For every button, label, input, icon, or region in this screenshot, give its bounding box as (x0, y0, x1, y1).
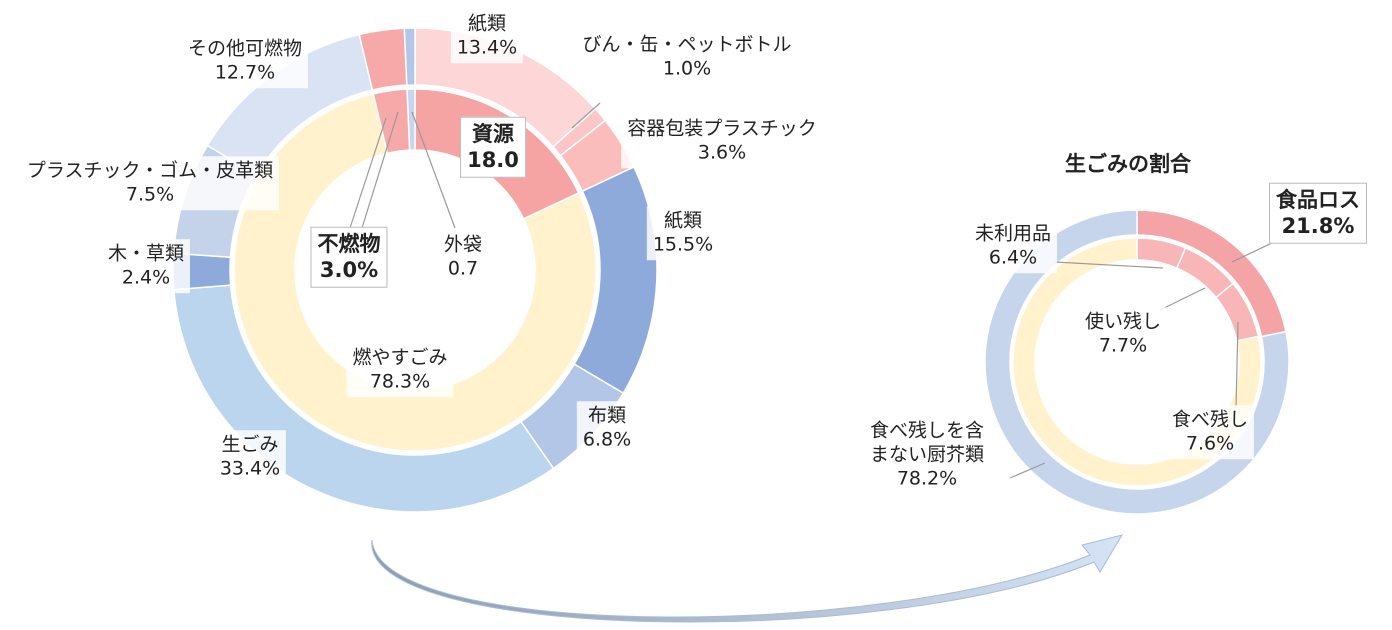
value-label: 7.5% (125, 183, 175, 205)
category-label: 食べ残し (1171, 408, 1249, 431)
data-label: びん・缶・ペットボトル 1.0% (576, 30, 798, 84)
data-label: 資源 18.0 (460, 116, 526, 178)
data-label: 生ごみ 33.4% (213, 430, 287, 484)
data-label: 燃やすごみ 78.3% (346, 343, 454, 397)
data-label: 木・草類 2.4% (101, 239, 191, 293)
value-label: 78.2% (896, 466, 958, 489)
value-label: 6.8% (582, 428, 632, 450)
data-label: プラスチック・ゴム・皮革類 7.5% (20, 156, 280, 210)
chart-title: 生ごみの割合 (1065, 152, 1191, 176)
data-label: 紙類 15.5% (646, 206, 720, 260)
category-label: 未利用品 (974, 222, 1052, 245)
value-label: 13.4% (456, 36, 518, 58)
value-label: 15.5% (652, 233, 714, 255)
donut-segment (403, 27, 416, 86)
category-label: 布類 (587, 404, 626, 427)
donut-segment (406, 88, 416, 151)
data-label: 容器包装プラスチック 3.6% (621, 114, 823, 168)
value-label: 6.4% (988, 246, 1038, 268)
value-label: 21.8% (1281, 214, 1355, 238)
data-label: 使い残し 7.7% (1078, 307, 1168, 361)
donut-segment (1012, 237, 1262, 487)
category-label: 資源 (471, 121, 514, 146)
data-label: 布類 6.8% (576, 401, 638, 455)
category-label: 紙類 (663, 209, 703, 232)
category-label: 食品ロス (1276, 187, 1360, 212)
data-label: 食べ残しを含まない厨芥類 78.2% (858, 416, 996, 494)
category-label: 燃やすごみ (352, 346, 448, 369)
data-label: その他可燃物 12.7% (181, 34, 309, 88)
category-label: 生ごみ (221, 433, 279, 456)
category-label: 使い残し (1084, 310, 1162, 333)
data-label: 食べ残し 7.6% (1165, 405, 1255, 459)
value-label: 78.3% (369, 370, 431, 392)
donut-segment (984, 209, 1290, 515)
value-label: 7.7% (1098, 334, 1148, 356)
category-label: 食べ残しを含まない厨芥類 (869, 419, 984, 466)
category-label: プラスチック・ゴム・皮革類 (26, 159, 274, 182)
category-label: 外袋 (443, 233, 483, 256)
value-label: 33.4% (219, 457, 281, 479)
value-label: 2.4% (121, 266, 171, 288)
value-label: 3.6% (697, 141, 747, 163)
value-label: 7.6% (1185, 432, 1235, 454)
data-label: 外袋 0.7 (437, 230, 489, 284)
category-label: 紙類 (467, 12, 507, 35)
category-label: 木・草類 (107, 242, 185, 265)
category-label: びん・缶・ペットボトル (582, 33, 792, 56)
value-label: 18.0 (467, 148, 519, 172)
value-label: 3.0% (319, 258, 379, 282)
value-label: 12.7% (214, 61, 276, 83)
data-label: 不燃物 3.0% (310, 226, 388, 288)
data-label: 紙類 13.4% (450, 9, 524, 63)
value-label: 0.7 (447, 257, 479, 279)
category-label: その他可燃物 (187, 37, 303, 60)
value-label: 1.0% (662, 57, 712, 79)
arrow (371, 534, 1124, 623)
data-label: 食品ロス 21.8% (1269, 182, 1367, 244)
leader-lines (349, 102, 1296, 479)
category-label: 不燃物 (317, 231, 381, 256)
data-label: 未利用品 6.4% (968, 219, 1058, 273)
category-label: 容器包装プラスチック (627, 117, 817, 140)
